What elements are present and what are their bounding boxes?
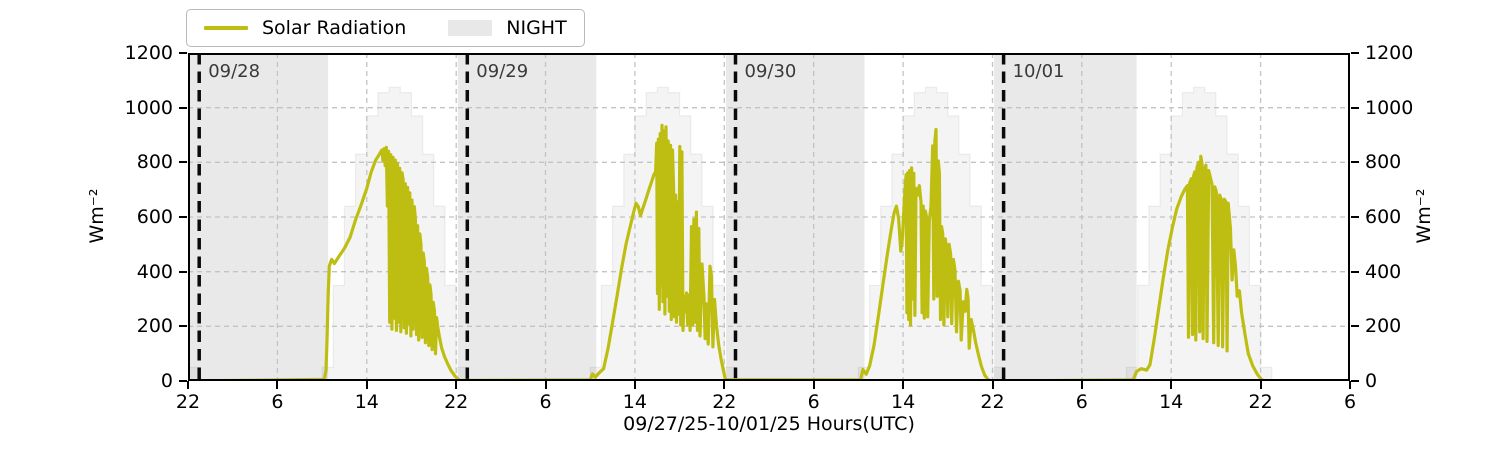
x-tick-label: 22 bbox=[712, 391, 737, 413]
x-tick-mark bbox=[544, 381, 547, 389]
y-tick-mark-right bbox=[1351, 216, 1359, 218]
y-tick-label-right: 1000 bbox=[1365, 96, 1414, 119]
x-tick-mark bbox=[1259, 381, 1262, 389]
x-tick-mark bbox=[633, 381, 636, 389]
y-tick-mark-right bbox=[1351, 161, 1359, 164]
x-tick-label: 6 bbox=[539, 391, 552, 413]
plot-border bbox=[188, 53, 1350, 381]
x-tick-mark bbox=[1349, 381, 1351, 389]
x-tick-mark bbox=[991, 381, 994, 389]
x-tick-label: 22 bbox=[175, 391, 201, 413]
x-tick-label: 6 bbox=[1343, 391, 1357, 413]
solar-radiation-line bbox=[188, 123, 1266, 381]
x-tick-label: 22 bbox=[980, 391, 1005, 413]
y-tick-mark-left bbox=[179, 106, 187, 109]
y-tick-label-left: 1200 bbox=[124, 42, 173, 64]
x-tick-label: 22 bbox=[1248, 391, 1273, 413]
x-tick-label: 14 bbox=[622, 391, 647, 413]
y-tick-label-left: 200 bbox=[136, 315, 173, 338]
y-tick-mark-right bbox=[1351, 270, 1359, 273]
y-tick-label-left: 1000 bbox=[124, 96, 173, 119]
x-tick-mark bbox=[1080, 381, 1083, 389]
day-label: 09/30 bbox=[745, 61, 797, 82]
y-tick-label-right: 800 bbox=[1365, 151, 1402, 174]
x-tick-label: 22 bbox=[444, 391, 469, 413]
y-tick-mark-right bbox=[1351, 380, 1359, 382]
x-tick-mark bbox=[723, 381, 726, 389]
x-tick-label: 6 bbox=[1075, 391, 1088, 413]
y-tick-mark-left bbox=[179, 216, 187, 218]
x-tick-mark bbox=[455, 381, 458, 389]
y-tick-mark-left bbox=[179, 161, 187, 164]
y-tick-mark-right bbox=[1351, 325, 1359, 328]
y-tick-label-left: 0 bbox=[160, 370, 173, 392]
x-tick-label: 6 bbox=[271, 391, 284, 413]
y-tick-label-left: 400 bbox=[136, 260, 173, 283]
y-tick-label-right: 1200 bbox=[1365, 42, 1414, 64]
x-tick-label: 14 bbox=[354, 391, 379, 413]
x-tick-mark bbox=[187, 381, 189, 389]
y-tick-label-right: 400 bbox=[1365, 260, 1402, 283]
y-tick-mark-left bbox=[179, 270, 187, 273]
y-tick-mark-left bbox=[179, 325, 187, 328]
night-band bbox=[188, 53, 329, 381]
plot-area: 09/28 09/29 09/30 10/01 bbox=[188, 53, 1350, 381]
x-axis-label: 09/27/25-10/01/25 Hours(UTC) bbox=[623, 413, 915, 435]
x-tick-label: 14 bbox=[891, 391, 916, 413]
solar-radiation-line-sample bbox=[204, 26, 248, 30]
x-tick-mark bbox=[276, 381, 279, 389]
x-tick-label: 6 bbox=[807, 391, 820, 413]
legend-label-night: NIGHT bbox=[506, 17, 567, 39]
x-tick-mark bbox=[1170, 381, 1173, 389]
y-tick-label-right: 200 bbox=[1365, 315, 1402, 338]
day-label: 09/28 bbox=[208, 61, 260, 82]
day-label: 09/29 bbox=[476, 61, 528, 82]
y-tick-label-right: 0 bbox=[1365, 370, 1378, 392]
day-label: 10/01 bbox=[1013, 61, 1065, 82]
night-patch-sample bbox=[448, 20, 493, 36]
y-tick-mark-left bbox=[179, 380, 187, 382]
x-tick-mark bbox=[812, 381, 815, 389]
y-tick-label-right: 600 bbox=[1365, 206, 1402, 228]
y-tick-mark-right bbox=[1351, 52, 1359, 54]
y-tick-label-left: 800 bbox=[136, 151, 173, 174]
x-tick-label: 14 bbox=[1159, 391, 1184, 413]
y-tick-label-left: 600 bbox=[136, 206, 173, 228]
legend-label-solar-radiation: Solar Radiation bbox=[262, 17, 407, 39]
legend: Solar Radiation NIGHT bbox=[186, 9, 585, 47]
y-tick-mark-right bbox=[1351, 106, 1359, 109]
x-tick-mark bbox=[902, 381, 905, 389]
x-tick-mark bbox=[365, 381, 368, 389]
y-tick-mark-left bbox=[179, 52, 187, 54]
clear-sky-envelope bbox=[857, 86, 1005, 381]
